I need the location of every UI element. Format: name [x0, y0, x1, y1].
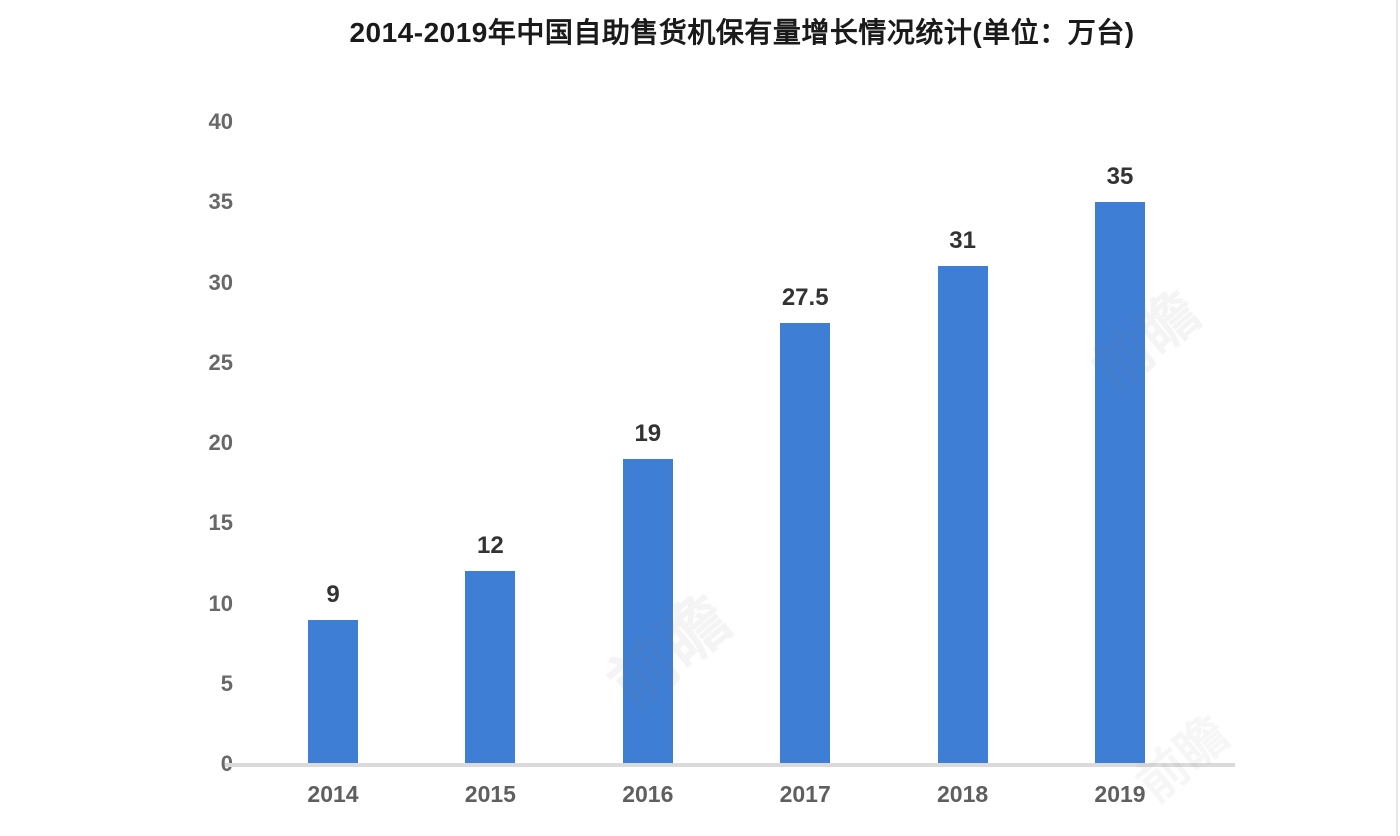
- y-axis-tick-label: 10: [208, 590, 233, 616]
- x-axis-tick-label: 2014: [307, 781, 359, 807]
- bar-2019: [1095, 202, 1145, 764]
- chart-title: 2014-2019年中国自助售货机保有量增长情况统计(单位：万台): [349, 17, 1135, 48]
- bar-2016: [622, 459, 673, 764]
- y-axis-tick-label: 40: [208, 109, 233, 134]
- bar-value-label: 19: [634, 420, 662, 448]
- x-axis-baseline: [225, 763, 1235, 767]
- bar-value-label: 35: [1106, 163, 1134, 191]
- bar-value-label: 9: [326, 580, 340, 608]
- bar-value-label: 27.5: [781, 283, 829, 311]
- y-axis-tick-label: 20: [208, 430, 233, 455]
- y-axis-tick-label: 15: [208, 510, 233, 536]
- bar-2015: [465, 571, 516, 764]
- x-axis-tick-label: 2016: [622, 781, 674, 807]
- y-axis-tick-label: 35: [208, 189, 233, 215]
- y-axis-tick-label: 5: [220, 670, 233, 696]
- bar-2018: [937, 266, 988, 764]
- y-axis-tick-label: 0: [150, 751, 233, 777]
- y-axis-tick-label: 30: [208, 269, 233, 295]
- bar-value-label: 31: [949, 227, 976, 255]
- bar-value-label: 12: [477, 532, 504, 560]
- x-axis-tick-label: 2017: [779, 781, 831, 807]
- bar-2017: [780, 322, 831, 764]
- y-axis-tick-label: 25: [208, 349, 233, 375]
- x-axis-tick-label: 2019: [1094, 781, 1146, 807]
- x-axis-tick-label: 2015: [464, 781, 516, 807]
- right-edge-border: [1396, 0, 1398, 836]
- bar-2014: [308, 619, 358, 764]
- x-axis-tick-label: 2018: [937, 781, 989, 807]
